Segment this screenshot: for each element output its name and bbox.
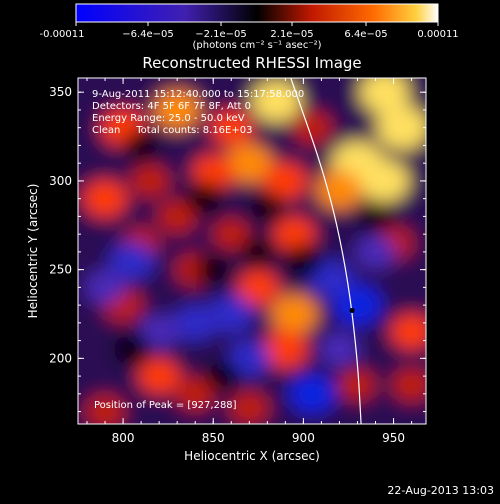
heatmap-blob: [212, 218, 251, 251]
heatmap-blob: [153, 89, 201, 130]
heatmap-blob: [315, 169, 364, 210]
heatmap-blob: [109, 241, 155, 280]
heatmap-blob: [174, 304, 217, 341]
heatmap-blob: [357, 201, 394, 232]
heatmap-blob: [338, 368, 377, 401]
heatmap-blob: [262, 161, 308, 200]
heatmap-blob: [185, 182, 224, 215]
heatmap-blob: [175, 376, 216, 411]
heatmap-blob: [376, 105, 426, 150]
heatmap-blob: [292, 110, 333, 145]
heatmap-blob: [240, 236, 276, 267]
plot-frame: [77, 77, 427, 425]
heatmap-blob: [204, 361, 240, 392]
colorbar-tick-1: −6.4e−05: [122, 29, 174, 40]
heatmap-blob: [157, 199, 198, 234]
colorbar-tick-4: 6.4e−05: [344, 29, 387, 40]
heatmap-blob: [273, 216, 316, 253]
heatmap-blob: [139, 314, 180, 349]
heatmap-blob: [284, 244, 323, 277]
heatmap-blob: [130, 163, 171, 198]
heatmap-blob: [195, 254, 231, 285]
heatmap-blob: [332, 284, 383, 327]
colorbar-tick-5: 0.00011: [417, 29, 458, 40]
x-axis-label: Heliocentric X (arcsec): [184, 449, 320, 463]
info-line-0: 9-Aug-2011 15:12:40.000 to 15:17:58.000: [92, 89, 304, 100]
heatmap-blob: [228, 340, 271, 377]
x-tick-label-3: 950: [382, 431, 405, 445]
heatmap-field: [78, 78, 426, 424]
heatmap-blob: [225, 143, 273, 184]
heatmap-blob: [210, 109, 253, 146]
y-tick-label-1: 250: [49, 263, 72, 277]
heatmap-blob: [319, 332, 360, 367]
colorbar-units: (photons cm⁻² s⁻¹ asec⁻²): [192, 40, 321, 51]
heatmap-blob: [237, 269, 280, 306]
x-tick-label-2: 900: [292, 431, 315, 445]
heatmap-blob: [113, 333, 151, 366]
heatmap-blob: [137, 358, 181, 395]
heatmap-blob: [359, 78, 410, 114]
x-tick-label-1: 850: [202, 431, 225, 445]
peak-marker: [349, 307, 355, 313]
x-tick-label-0: 800: [112, 431, 135, 445]
heatmap-blob: [249, 192, 285, 223]
colorbar-tick-0: -0.00011: [40, 29, 85, 40]
peak-label: Position of Peak = [927,288]: [94, 400, 237, 411]
colorbar: [75, 3, 439, 23]
y-axis-label: Heliocentric Y (arcsec): [26, 184, 40, 319]
heatmap-blob: [82, 179, 128, 218]
heatmap-blob: [192, 154, 235, 191]
info-line-3: Clean Total counts: 8.16E+03: [92, 125, 252, 136]
heatmap-blob: [355, 234, 396, 269]
heatmap-blob: [251, 79, 302, 123]
timestamp: 22‑Aug‑2013 13:03: [387, 484, 494, 497]
heatmap-blob: [390, 313, 426, 350]
heatmap-blob: [270, 293, 318, 335]
heatmap-blob: [85, 270, 126, 305]
y-tick-label-2: 300: [49, 174, 72, 188]
y-tick-label-0: 200: [49, 351, 72, 365]
colorbar-ticks: [75, 22, 439, 26]
solar-limb-arc: [290, 78, 362, 424]
heatmap-blob: [359, 159, 410, 202]
heatmap-blob: [123, 130, 159, 161]
heatmap-blob: [288, 373, 337, 414]
axes: [78, 78, 426, 424]
heatmap-blob: [229, 391, 270, 424]
heatmap-blob: [208, 294, 254, 334]
info-line-1: Detectors: 4F 5F 6F 7F 8F, Att 0: [92, 101, 251, 112]
chart-title: Reconstructed RHESSI Image: [142, 54, 361, 72]
info-line-2: Energy Range: 25.0 - 50.0 keV: [92, 113, 245, 124]
colorbar-tick-2: −2.1e−05: [195, 29, 247, 40]
heatmap-blob: [85, 394, 126, 424]
y-tick-label-3: 350: [49, 85, 72, 99]
heatmap-blob: [391, 367, 426, 402]
colorbar-tick-3: 2.1e−05: [270, 29, 313, 40]
heatmap-blob: [262, 330, 308, 369]
